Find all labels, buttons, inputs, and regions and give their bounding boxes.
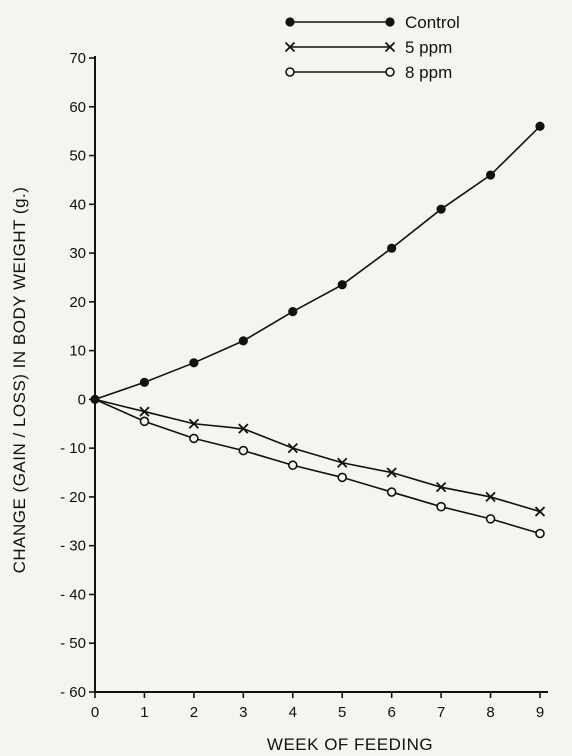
data-point-8-ppm-9 xyxy=(535,528,545,539)
x-tick-label-9: 9 xyxy=(536,704,544,721)
chart-axes: 70 60 50 40 30 20 10 0 - 10 - 20 - 30 - 40 - 50 - 60 0… xyxy=(60,50,548,721)
legend-label-control: Control xyxy=(405,13,460,32)
x-tick-label-0: 0 xyxy=(91,704,99,721)
chart-legend: Control 5 ppm 8 ppm xyxy=(284,13,460,82)
data-point-5-ppm-5 xyxy=(337,457,348,468)
series-line-8-ppm xyxy=(94,398,541,535)
data-point-control-2 xyxy=(189,358,199,368)
chart-series xyxy=(90,121,546,539)
data-point-8-ppm-8 xyxy=(485,514,496,524)
data-point-8-ppm-7 xyxy=(436,501,446,512)
y-tick-label--40: - 40 xyxy=(60,586,86,603)
legend-label-5-ppm: 5 ppm xyxy=(405,38,452,57)
series-line-control xyxy=(94,125,541,401)
data-point-8-ppm-1 xyxy=(139,416,150,427)
data-point-control-4 xyxy=(288,307,298,317)
data-point-8-ppm-5 xyxy=(337,472,348,483)
y-tick-label--50: - 50 xyxy=(60,635,86,652)
x-axis-title: WEEK OF FEEDING xyxy=(267,735,433,754)
data-point-8-ppm-4 xyxy=(287,460,298,471)
data-point-control-7 xyxy=(436,204,446,214)
data-point-5-ppm-1 xyxy=(139,406,150,417)
x-tick-label-2: 2 xyxy=(190,704,198,721)
y-tick-label-0: 0 xyxy=(78,391,86,408)
x-tick-label-1: 1 xyxy=(140,704,148,721)
x-tick-label-3: 3 xyxy=(239,704,247,721)
data-point-control-8 xyxy=(485,170,496,180)
data-point-5-ppm-9 xyxy=(534,506,546,517)
series-line-5-ppm xyxy=(94,398,541,513)
y-tick-label-40: 40 xyxy=(69,196,86,213)
legend-label-8-ppm: 8 ppm xyxy=(405,63,452,82)
legend-marker-end-control xyxy=(385,17,395,27)
y-tick-label-20: 20 xyxy=(69,294,86,311)
data-point-8-ppm-6 xyxy=(386,487,397,497)
y-tick-label-10: 10 xyxy=(69,343,86,360)
data-point-control-1 xyxy=(139,377,150,387)
y-tick-label-30: 30 xyxy=(69,245,86,262)
x-tick-label-7: 7 xyxy=(437,704,445,721)
y-tick-label--20: - 20 xyxy=(60,489,86,506)
y-tick-label-50: 50 xyxy=(69,148,86,165)
legend-marker-start-5-ppm xyxy=(284,41,296,53)
data-point-5-ppm-7 xyxy=(435,482,447,493)
y-tick-label-70: 70 xyxy=(69,50,86,67)
legend-marker-end-5-ppm xyxy=(384,41,396,53)
data-point-5-ppm-2 xyxy=(188,418,200,429)
y-tick-label--10: - 10 xyxy=(60,440,86,457)
x-tick-label-6: 6 xyxy=(387,704,395,721)
data-point-control-5 xyxy=(337,280,347,290)
data-point-5-ppm-3 xyxy=(238,423,249,434)
data-point-8-ppm-2 xyxy=(189,433,199,444)
data-point-control-9 xyxy=(535,121,545,131)
y-tick-label-60: 60 xyxy=(69,99,86,116)
legend-marker-start-control xyxy=(285,17,295,27)
y-axis-title: CHANGE (GAIN / LOSS) IN BODY WEIGHT (g.) xyxy=(10,187,29,574)
data-point-5-ppm-4 xyxy=(287,443,298,454)
data-point-5-ppm-8 xyxy=(485,491,496,503)
legend-marker-end-8-ppm xyxy=(385,67,395,77)
y-tick-label--60: - 60 xyxy=(60,684,86,701)
data-point-control-6 xyxy=(387,243,397,253)
data-point-control-3 xyxy=(238,336,248,346)
data-point-8-ppm-3 xyxy=(238,445,249,456)
data-point-5-ppm-6 xyxy=(386,467,397,478)
x-tick-label-4: 4 xyxy=(289,704,297,721)
x-tick-label-8: 8 xyxy=(486,704,494,721)
y-tick-label--30: - 30 xyxy=(60,538,86,555)
x-tick-label-5: 5 xyxy=(338,704,346,721)
legend-marker-start-8-ppm xyxy=(285,67,295,77)
